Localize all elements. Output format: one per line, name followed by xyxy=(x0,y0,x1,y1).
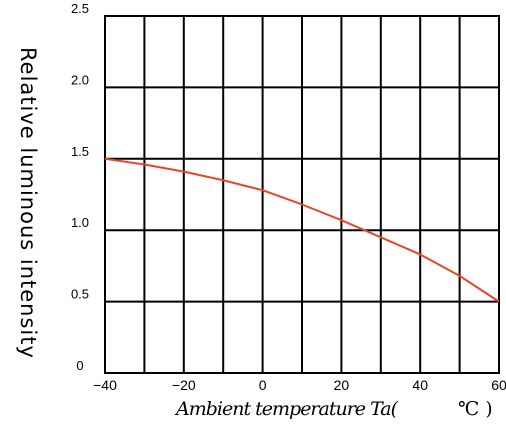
x-tick-label: −40 xyxy=(93,377,117,393)
y-tick-label: 2.0 xyxy=(71,72,89,87)
plot-frame xyxy=(104,15,500,374)
x-tick-label: 0 xyxy=(259,377,267,393)
y-tick-label: 1.5 xyxy=(71,144,89,159)
x-tick-label: 60 xyxy=(491,377,506,393)
x-axis-unit: ℃ ) xyxy=(458,398,493,420)
series-line xyxy=(104,157,500,303)
y-tick-label: 2.5 xyxy=(71,1,89,16)
x-tick-label: −20 xyxy=(172,377,196,393)
y-tick-label: 1.0 xyxy=(71,215,89,230)
y-tick-label: 0 xyxy=(76,358,83,373)
y-tick-label: 0.5 xyxy=(71,287,89,302)
y-axis-label: Relative luminous intensity xyxy=(16,47,40,359)
x-tick-label: 40 xyxy=(412,377,428,393)
x-tick-label: 20 xyxy=(334,377,350,393)
x-axis-label: Ambient temperature Ta( xyxy=(176,398,398,420)
